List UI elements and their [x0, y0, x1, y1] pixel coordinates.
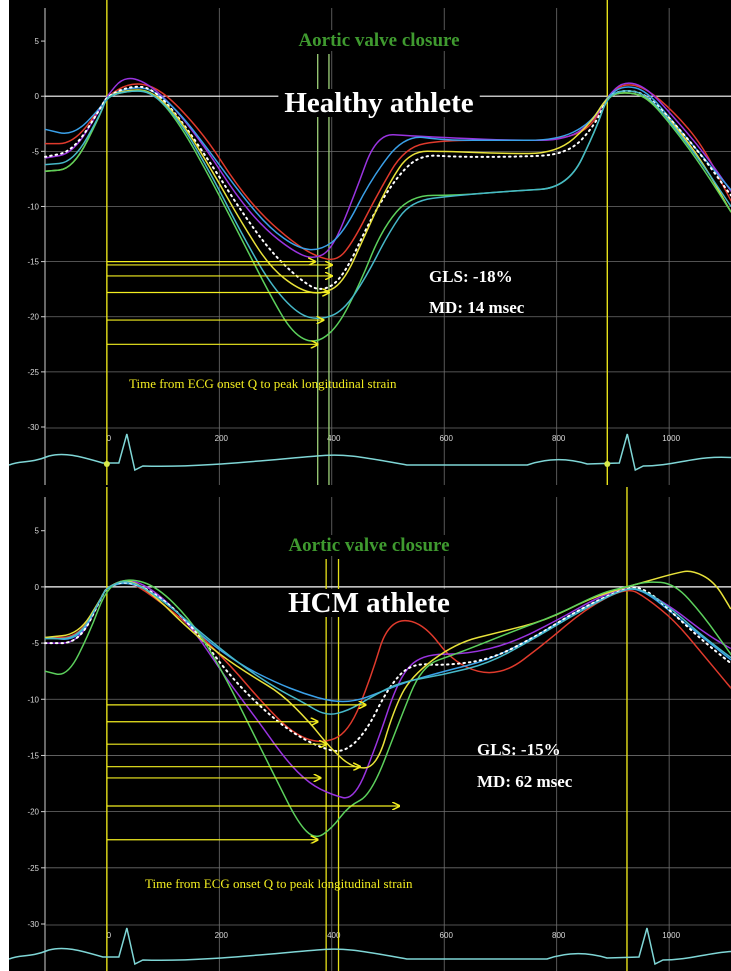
- y-tick-label: 0: [35, 583, 40, 592]
- y-tick-label: -5: [32, 147, 40, 156]
- title-background: [282, 589, 457, 617]
- avc-label: Aortic valve closure: [288, 535, 449, 556]
- gls-value: GLS: -18%: [429, 267, 513, 286]
- strain-curves: [44, 570, 731, 838]
- y-tick-label: 5: [35, 37, 40, 46]
- y-tick-label: -30: [27, 920, 39, 929]
- plot-background: [9, 487, 731, 971]
- y-tick-label: 0: [35, 92, 40, 101]
- x-tick-label: 0: [107, 931, 112, 940]
- y-tick-label: -30: [27, 423, 39, 432]
- gls-value: GLS: -15%: [477, 740, 561, 759]
- healthy-athlete-panel: 5 0 -5 -10 -15 -20 -25 -30 0 200 400 600 800 1000 Heal…: [9, 0, 731, 485]
- grid: [45, 8, 731, 485]
- x-tick-label: 0: [107, 434, 112, 443]
- x-tick-label: 400: [327, 931, 341, 940]
- grid: [45, 497, 731, 971]
- y-tick-label: -10: [27, 202, 39, 211]
- time-annotation: Time from ECG onset Q to peak longitudin…: [129, 376, 397, 391]
- x-tick-label: 600: [440, 931, 454, 940]
- avc-label-background: [294, 30, 464, 51]
- ecg-onset-dot: [103, 461, 110, 467]
- hcm-athlete-chart: 5 0 -5 -10 -15 -20 -25 -30 0 200 400 600 800 1000 HCM …: [9, 487, 731, 971]
- panel-title: Healthy athlete: [284, 87, 473, 119]
- plot-background: [9, 0, 731, 485]
- x-tick-label: 1000: [662, 434, 680, 443]
- title-background: [278, 89, 480, 117]
- y-tick-label: -25: [27, 368, 39, 377]
- peak-arrows: [106, 705, 399, 840]
- strain-curves: [44, 77, 731, 342]
- ecg-line: [9, 927, 731, 966]
- strain-curve-7: [45, 581, 731, 715]
- y-tick-label: -15: [27, 258, 39, 267]
- avc-label-background: [284, 535, 454, 556]
- strain-curve-1: [45, 83, 731, 261]
- peak-arrows: [106, 262, 332, 345]
- strain-curve-4: [44, 581, 731, 752]
- x-tick-label: 1000: [662, 931, 680, 940]
- panel-title: HCM athlete: [288, 587, 450, 619]
- x-tick-label: 600: [440, 434, 454, 443]
- time-annotation: Time from ECG onset Q to peak longitudin…: [145, 876, 413, 891]
- y-tick-label: 5: [35, 527, 40, 536]
- figure: 5 0 -5 -10 -15 -20 -25 -30 0 200 400 600 800 1000 Heal…: [9, 0, 731, 971]
- hcm-athlete-panel: 5 0 -5 -10 -15 -20 -25 -30 0 200 400 600 800 1000 HCM …: [9, 487, 731, 971]
- strain-curve-7: [44, 90, 731, 320]
- ecg-line: [9, 433, 731, 472]
- y-tick-label: -20: [27, 313, 39, 322]
- x-tick-label: 800: [552, 931, 566, 940]
- x-tick-label: 200: [215, 931, 229, 940]
- strain-curve-2: [44, 77, 731, 258]
- y-tick-label: -15: [27, 751, 39, 760]
- md-value: MD: 62 msec: [477, 772, 573, 791]
- y-tick-label: -10: [27, 695, 39, 704]
- ecg-trace: [9, 927, 731, 966]
- x-tick-label: 200: [215, 434, 229, 443]
- y-tick-label: -5: [32, 639, 40, 648]
- avc-label: Aortic valve closure: [298, 30, 459, 51]
- ecg-trace: [9, 433, 731, 472]
- x-tick-label: 400: [327, 434, 341, 443]
- strain-curve-6: [44, 579, 731, 838]
- ecg-onset-dot: [604, 461, 611, 467]
- x-tick-label: 800: [552, 434, 566, 443]
- md-value: MD: 14 msec: [429, 298, 525, 317]
- y-tick-label: -25: [27, 864, 39, 873]
- y-tick-label: -20: [27, 808, 39, 817]
- healthy-athlete-chart: 5 0 -5 -10 -15 -20 -25 -30 0 200 400 600 800 1000 Heal…: [9, 0, 731, 485]
